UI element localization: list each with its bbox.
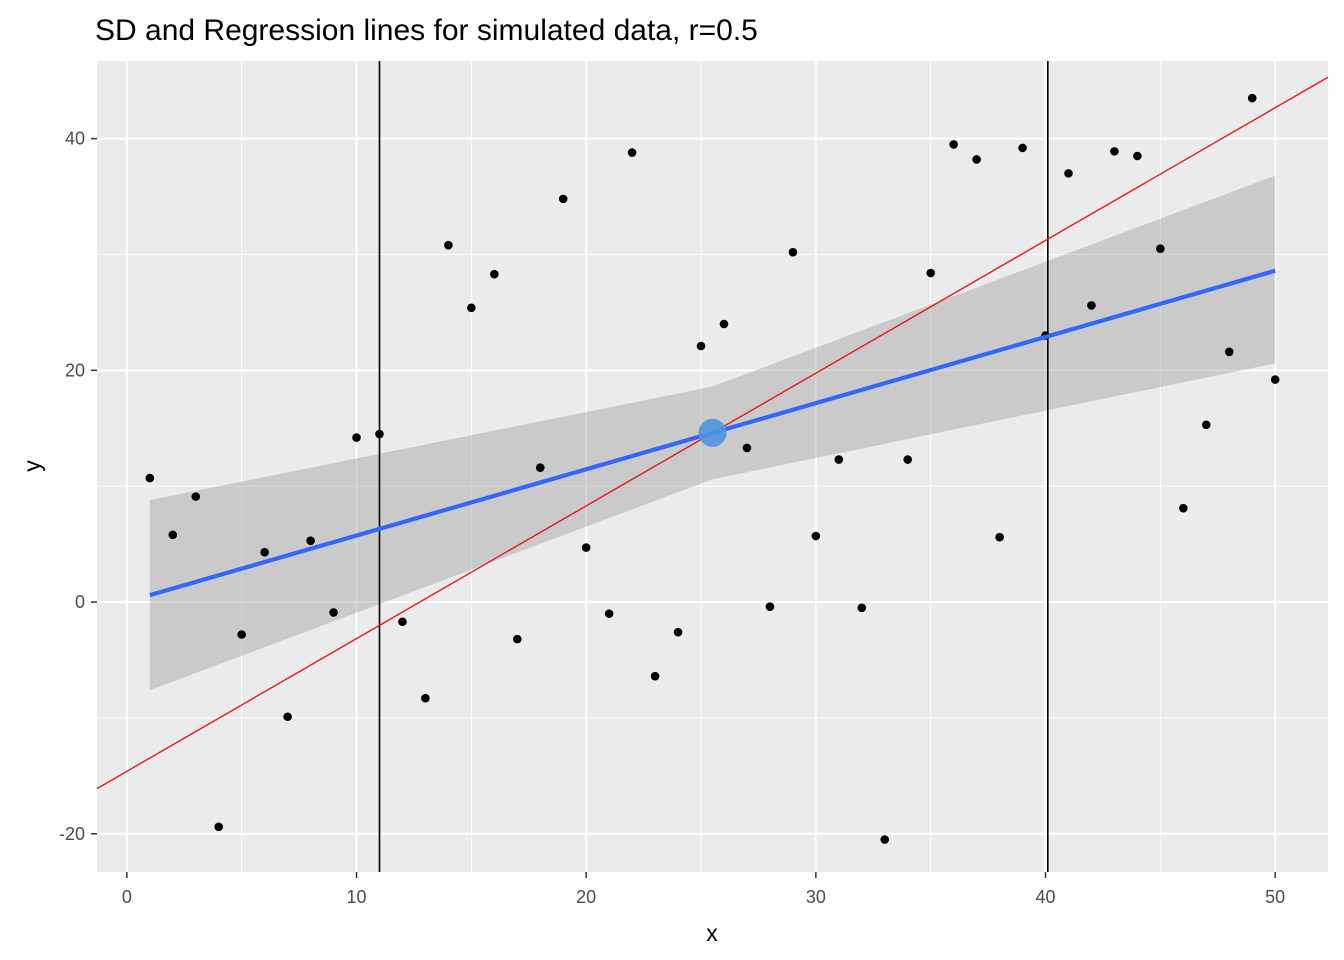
data-point	[696, 341, 706, 351]
x-tick-label: 30	[806, 887, 826, 907]
data-point	[490, 269, 499, 279]
data-point	[1110, 147, 1119, 156]
data-point	[1156, 244, 1165, 253]
data-point	[1087, 301, 1096, 310]
data-point	[972, 155, 981, 164]
y-tick-label: -20	[59, 824, 85, 844]
data-point	[145, 473, 155, 483]
data-point	[1064, 169, 1073, 178]
data-point	[627, 148, 637, 157]
data-point	[765, 602, 775, 611]
data-point	[558, 194, 568, 204]
data-point	[949, 140, 958, 149]
data-point	[811, 531, 821, 541]
x-tick-label: 50	[1265, 887, 1285, 907]
data-points	[145, 93, 1280, 844]
data-point	[329, 608, 338, 617]
data-point	[512, 634, 522, 644]
center-point	[698, 418, 727, 447]
data-point	[1247, 93, 1257, 103]
data-point	[995, 532, 1004, 542]
data-point	[214, 822, 224, 832]
x-axis: 0 10 20 30 40 50	[122, 872, 1285, 907]
grid-lines	[97, 61, 1328, 872]
x-tick-label: 40	[1035, 887, 1055, 907]
data-point	[1133, 151, 1142, 161]
data-point	[834, 455, 844, 464]
data-point	[857, 603, 867, 613]
data-point	[191, 492, 201, 501]
y-tick-label: 20	[65, 360, 85, 380]
data-point	[719, 319, 729, 329]
chart-title: SD and Regression lines for simulated da…	[95, 14, 758, 47]
data-point	[421, 693, 430, 703]
data-point	[1201, 420, 1211, 430]
data-point	[880, 835, 890, 844]
data-point	[673, 627, 683, 637]
regression-layer	[149, 268, 1276, 598]
data-point	[650, 671, 660, 681]
data-point	[1224, 347, 1234, 357]
data-point	[903, 455, 913, 464]
data-point	[535, 463, 545, 472]
y-tick-label: 40	[65, 129, 85, 149]
y-axis-title: y	[19, 460, 45, 472]
data-point	[375, 429, 384, 439]
data-point	[926, 268, 935, 278]
data-point	[237, 630, 246, 639]
x-axis-title: x	[706, 920, 718, 946]
y-axis: -20 0 20 40	[59, 129, 97, 844]
data-point	[788, 247, 798, 257]
y-tick-label: 0	[75, 592, 85, 612]
data-point	[398, 617, 407, 627]
data-point	[1179, 503, 1188, 513]
data-point	[467, 303, 476, 313]
x-tick-label: 0	[122, 887, 132, 907]
data-point	[1270, 375, 1280, 384]
data-point	[352, 433, 361, 442]
data-point	[742, 443, 752, 453]
data-point	[260, 547, 269, 557]
data-point	[444, 240, 453, 250]
data-point	[604, 609, 614, 618]
data-point	[1018, 143, 1027, 153]
data-point	[283, 712, 292, 722]
data-point	[168, 530, 178, 540]
x-tick-label: 10	[347, 887, 367, 907]
x-tick-label: 20	[576, 887, 596, 907]
data-point	[306, 536, 315, 545]
data-point	[581, 543, 591, 552]
